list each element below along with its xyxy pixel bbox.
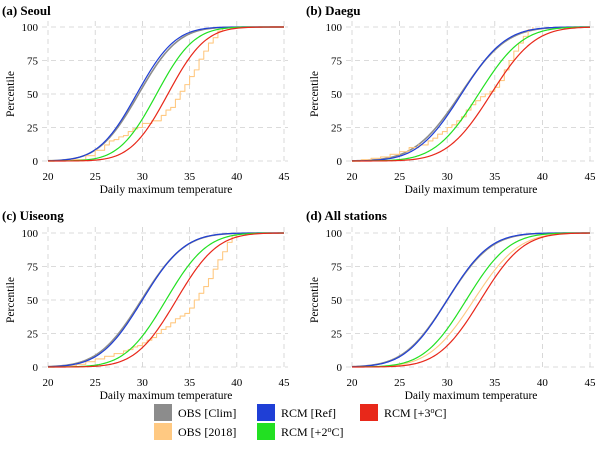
legend-item-obs_2018: OBS [2018] <box>154 423 236 440</box>
legend-item-rcm_ref: RCM [Ref] <box>257 404 336 421</box>
x-tick-label: 30 <box>442 171 454 183</box>
series-line-rcm_2c <box>48 232 284 368</box>
panel-4: (d) All stations 20 25 30 35 40 45 0 25 50 75 100 Da… <box>306 208 596 402</box>
legend-label: RCM [+2oC] <box>281 425 343 439</box>
y-tick-label: 50 <box>27 295 39 307</box>
y-tick-label: 100 <box>22 228 39 240</box>
legend-label: OBS [Clim] <box>178 406 236 420</box>
panel-title: (a) Seoul <box>2 3 51 18</box>
x-axis-label: Daily maximum temperature <box>100 390 233 402</box>
x-axis-label: Daily maximum temperature <box>405 184 538 196</box>
panel-3: (c) Uiseong 20 25 30 35 40 45 0 25 50 75 100 Daily m… <box>2 208 290 402</box>
legend-item-rcm_2c: RCM [+2oC] <box>257 423 343 440</box>
series-line-rcm_ref <box>351 232 590 368</box>
x-tick-label: 25 <box>394 171 406 183</box>
legend-swatch <box>257 404 275 421</box>
y-tick-label: 100 <box>326 228 343 240</box>
y-tick-label: 50 <box>331 295 343 307</box>
x-tick-label: 35 <box>489 171 501 183</box>
y-tick-label: 25 <box>331 329 343 341</box>
series-line-rcm_ref <box>47 232 284 368</box>
x-tick-label: 40 <box>231 171 243 183</box>
legend-label: OBS [2018] <box>178 425 236 439</box>
legend-item-obs_clim: OBS [Clim] <box>154 404 236 421</box>
x-tick-label: 45 <box>279 171 291 183</box>
panel-title: (d) All stations <box>306 208 387 223</box>
y-axis-label: Percentile <box>5 71 17 117</box>
y-tick-label: 75 <box>331 262 343 274</box>
x-tick-label: 20 <box>347 377 359 389</box>
legend-swatch <box>257 423 275 440</box>
grid <box>346 227 594 370</box>
legend: OBS [Clim] OBS [2018] RCM [Ref] RCM [+2oC] R… <box>154 404 446 440</box>
x-tick-label: 20 <box>43 377 55 389</box>
y-tick-label: 25 <box>27 123 39 135</box>
y-tick-label: 100 <box>326 22 343 34</box>
legend-label: RCM [+3oC] <box>384 406 446 420</box>
panel-title: (c) Uiseong <box>2 208 64 223</box>
series-line-obs_clim <box>47 26 284 162</box>
x-tick-label: 45 <box>279 377 291 389</box>
series-line-rcm_3c <box>47 232 285 368</box>
series-line-rcm_ref <box>351 26 590 162</box>
y-tick-label: 50 <box>27 89 39 101</box>
series-line-rcm_2c <box>47 26 284 162</box>
grid <box>42 227 288 370</box>
legend-swatch <box>154 423 172 440</box>
x-tick-label: 30 <box>137 377 149 389</box>
x-tick-label: 35 <box>184 377 196 389</box>
legend-item-rcm_3c: RCM [+3oC] <box>360 404 446 421</box>
panels: (a) Seoul 20 25 30 35 40 45 0 25 50 75 100 Daily max… <box>2 3 596 402</box>
series-line-obs_2018 <box>57 27 228 162</box>
x-tick-label: 40 <box>537 171 549 183</box>
y-tick-label: 25 <box>331 123 343 135</box>
series-line-rcm_3c <box>352 26 591 162</box>
x-tick-label: 20 <box>347 171 359 183</box>
x-axis-label: Daily maximum temperature <box>405 390 538 402</box>
x-tick-label: 20 <box>43 171 55 183</box>
y-tick-label: 75 <box>27 262 39 274</box>
panel-1: (a) Seoul 20 25 30 35 40 45 0 25 50 75 100 Daily max… <box>2 3 290 196</box>
x-tick-label: 45 <box>585 171 597 183</box>
x-axis-label: Daily maximum temperature <box>100 184 233 196</box>
grid <box>42 21 288 164</box>
series-line-rcm_3c <box>352 232 591 368</box>
y-tick-label: 0 <box>33 362 39 374</box>
panel-title: (b) Daegu <box>306 3 361 18</box>
legend-swatch <box>360 404 378 421</box>
x-tick-label: 30 <box>442 377 454 389</box>
legend-label: RCM [Ref] <box>281 406 336 420</box>
series-line-rcm_2c <box>351 232 591 368</box>
y-axis-label: Percentile <box>309 277 321 323</box>
x-tick-label: 35 <box>184 171 196 183</box>
y-tick-label: 75 <box>27 56 39 68</box>
series-line-obs_2018 <box>57 233 238 368</box>
x-tick-label: 25 <box>90 377 102 389</box>
y-tick-label: 75 <box>331 56 343 68</box>
x-tick-label: 40 <box>231 377 243 389</box>
x-tick-label: 40 <box>537 377 549 389</box>
y-tick-label: 50 <box>331 89 343 101</box>
series-line-rcm_ref <box>47 26 284 162</box>
grid <box>346 21 594 164</box>
x-tick-label: 35 <box>489 377 501 389</box>
x-tick-label: 25 <box>394 377 406 389</box>
legend-swatch <box>154 404 172 421</box>
y-tick-label: 0 <box>337 156 343 168</box>
y-tick-label: 25 <box>27 329 39 341</box>
y-tick-label: 100 <box>22 22 39 34</box>
panel-2: (b) Daegu 20 25 30 35 40 45 0 25 50 75 100 Daily max… <box>306 3 596 196</box>
x-tick-label: 30 <box>137 171 149 183</box>
series-line-rcm_3c <box>48 26 285 162</box>
y-axis-label: Percentile <box>309 71 321 117</box>
y-tick-label: 0 <box>33 156 39 168</box>
y-axis-label: Percentile <box>5 277 17 323</box>
x-tick-label: 25 <box>90 171 102 183</box>
y-tick-label: 0 <box>337 362 343 374</box>
x-tick-label: 45 <box>585 377 597 389</box>
